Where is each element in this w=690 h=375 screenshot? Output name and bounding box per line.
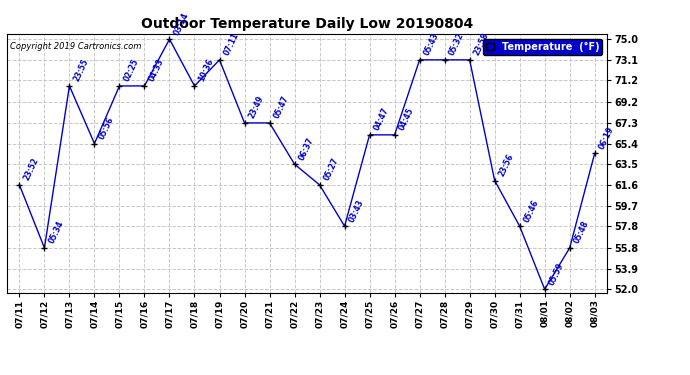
Text: 05:46: 05:46: [522, 198, 541, 223]
Text: 23:58: 23:58: [473, 32, 491, 57]
Text: 05:32: 05:32: [447, 32, 466, 57]
Text: 23:52: 23:52: [22, 156, 41, 182]
Text: 06:37: 06:37: [297, 136, 316, 161]
Text: 06:19: 06:19: [598, 125, 615, 151]
Text: 04:47: 04:47: [373, 106, 391, 132]
Title: Outdoor Temperature Daily Low 20190804: Outdoor Temperature Daily Low 20190804: [141, 17, 473, 31]
Text: 03:14: 03:14: [172, 11, 190, 36]
Text: 05:47: 05:47: [273, 94, 290, 120]
Text: 23:55: 23:55: [72, 58, 90, 83]
Text: 03:43: 03:43: [347, 198, 366, 223]
Text: 23:49: 23:49: [247, 94, 266, 120]
Text: 04:33: 04:33: [147, 57, 166, 83]
Legend: Temperature  (°F): Temperature (°F): [483, 39, 602, 54]
Text: 04:45: 04:45: [397, 106, 415, 132]
Text: 05:48: 05:48: [573, 219, 591, 245]
Text: 02:25: 02:25: [122, 58, 141, 83]
Text: 05:56: 05:56: [97, 116, 115, 141]
Text: 07:11: 07:11: [222, 31, 241, 57]
Text: 05:59: 05:59: [547, 261, 566, 286]
Text: 05:27: 05:27: [322, 156, 341, 182]
Text: Copyright 2019 Cartronics.com: Copyright 2019 Cartronics.com: [10, 42, 141, 51]
Text: 05:34: 05:34: [47, 220, 66, 245]
Text: 23:56: 23:56: [497, 152, 515, 178]
Text: 10:36: 10:36: [197, 57, 215, 83]
Text: 05:43: 05:43: [422, 32, 441, 57]
